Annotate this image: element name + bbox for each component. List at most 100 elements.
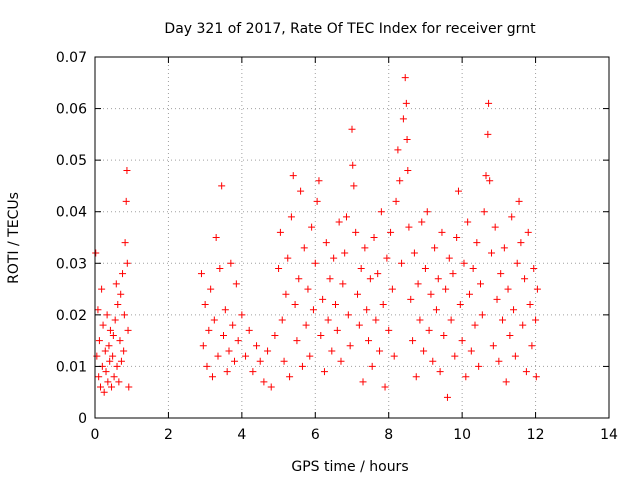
x-tick-label: 4 [237, 427, 246, 443]
data-point [469, 264, 477, 272]
y-tick-label: 0.02 [56, 308, 87, 324]
data-point [94, 306, 102, 314]
data-point [381, 383, 389, 391]
data-point [493, 295, 501, 303]
data-point [112, 280, 120, 288]
data-point [530, 264, 538, 272]
data-point [95, 373, 103, 381]
data-point [511, 352, 519, 360]
data-point [418, 218, 426, 226]
data-point [197, 270, 205, 278]
data-point [480, 208, 488, 216]
data-point [513, 259, 521, 267]
data-point [471, 321, 479, 329]
data-point [210, 316, 218, 324]
data-point [205, 326, 213, 334]
data-point [515, 197, 523, 205]
data-point [229, 321, 237, 329]
data-point [402, 99, 410, 107]
data-point [116, 337, 124, 345]
data-point [453, 234, 461, 241]
data-point [495, 357, 503, 365]
data-point [105, 342, 113, 350]
data-point [357, 264, 365, 272]
data-point [485, 99, 493, 107]
data-point [346, 342, 354, 350]
y-tick-label: 0.05 [56, 153, 87, 169]
data-point [427, 290, 435, 298]
data-point [306, 352, 314, 360]
data-point [231, 357, 239, 365]
axis-ticks [94, 56, 610, 419]
data-point [414, 280, 422, 288]
data-point [275, 264, 283, 272]
data-point [98, 285, 106, 293]
data-point [282, 290, 290, 298]
data-point [434, 275, 442, 283]
data-point [242, 352, 250, 360]
x-tick-label: 8 [384, 427, 393, 443]
data-point [111, 316, 119, 324]
data-point [370, 234, 378, 241]
data-point [403, 136, 411, 144]
data-point [284, 254, 292, 262]
data-point [330, 254, 338, 262]
data-point [293, 337, 301, 345]
data-point [425, 326, 433, 334]
data-point [405, 223, 413, 231]
data-point [304, 285, 312, 293]
data-point [280, 357, 288, 365]
data-point [519, 321, 527, 329]
data-point [201, 301, 209, 309]
data-point [359, 378, 367, 386]
x-tick-label: 12 [527, 427, 545, 443]
y-tick-label: 0.06 [56, 102, 87, 118]
data-point [462, 373, 470, 381]
data-point [423, 208, 431, 216]
data-point [214, 352, 222, 360]
data-point [286, 373, 294, 381]
data-point [409, 337, 417, 345]
data-point [106, 357, 114, 365]
data-point [276, 228, 284, 236]
data-point [99, 321, 107, 329]
data-point [449, 270, 457, 278]
data-point [522, 368, 530, 376]
data-point [331, 301, 339, 309]
data-point [392, 197, 400, 205]
data-point [342, 213, 350, 221]
data-point [502, 378, 510, 386]
data-point [401, 74, 409, 82]
data-point [499, 316, 507, 324]
data-point [123, 166, 131, 174]
data-point [354, 290, 362, 298]
data-point [355, 321, 363, 329]
data-point [458, 337, 466, 345]
data-point [271, 331, 279, 339]
data-point [486, 177, 494, 185]
data-point [120, 347, 128, 355]
data-point [320, 368, 328, 376]
data-point [278, 316, 286, 324]
data-point [123, 259, 131, 267]
data-point [335, 218, 343, 226]
data-point [465, 290, 473, 298]
data-point [420, 347, 428, 355]
data-point [267, 383, 275, 391]
data-point [103, 311, 111, 319]
data-point [394, 146, 402, 154]
data-point [108, 383, 116, 391]
data-point [234, 337, 242, 345]
data-point [349, 161, 357, 169]
data-point [526, 301, 534, 309]
data-point [451, 352, 459, 360]
data-point [412, 373, 420, 381]
data-point [124, 326, 132, 334]
data-point [341, 249, 349, 257]
data-point [442, 285, 450, 293]
data-point [348, 125, 356, 133]
data-point [92, 249, 100, 257]
data-point [390, 352, 398, 360]
data-point [361, 244, 369, 252]
